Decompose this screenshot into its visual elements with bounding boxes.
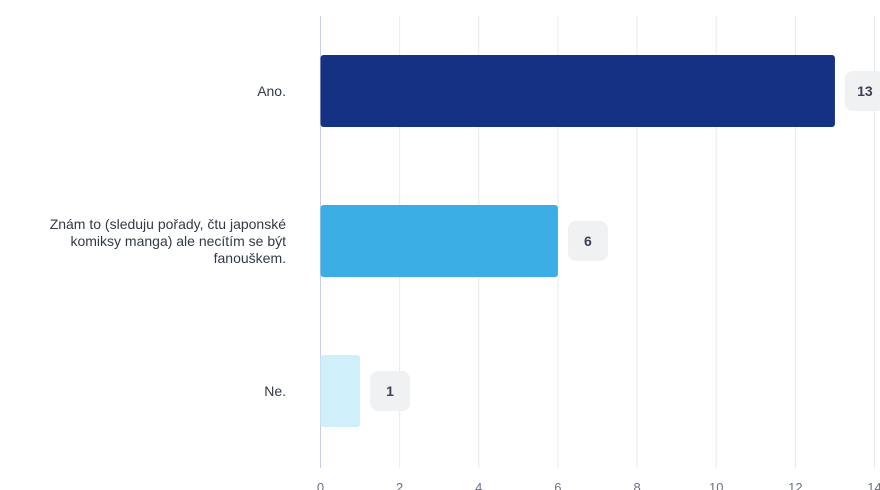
x-tick-label: 0 [317,480,324,490]
data-label: 6 [584,233,592,249]
x-tick-label: 8 [633,480,640,490]
bar [320,205,558,277]
data-label-badge [844,71,880,111]
data-label-badge [567,221,608,261]
category-label: Ano. [257,83,286,99]
data-label-badge [370,371,411,411]
x-tick-label: 4 [475,480,482,490]
x-tick-label: 14 [867,480,880,490]
x-tick-label: 2 [396,480,403,490]
x-tick-label: 6 [554,480,561,490]
x-tick-label: 10 [709,480,723,490]
data-label: 1 [386,383,394,399]
bar [320,355,361,427]
x-tick-label: 12 [788,480,802,490]
category-label-line: Ano. [257,83,286,99]
category-label-line: Znám to (sleduju pořady, čtu japonské [50,216,287,232]
data-label: 13 [857,83,873,99]
category-label: Znám to (sleduju pořady, čtu japonské kom… [50,216,287,266]
category-label-line: fanouškem. [214,250,286,266]
category-label-line: Ne. [264,383,286,399]
bar [320,55,835,127]
category-label-line: komiksy manga) ale necítím se být [70,233,286,249]
category-label: Ne. [264,383,286,399]
